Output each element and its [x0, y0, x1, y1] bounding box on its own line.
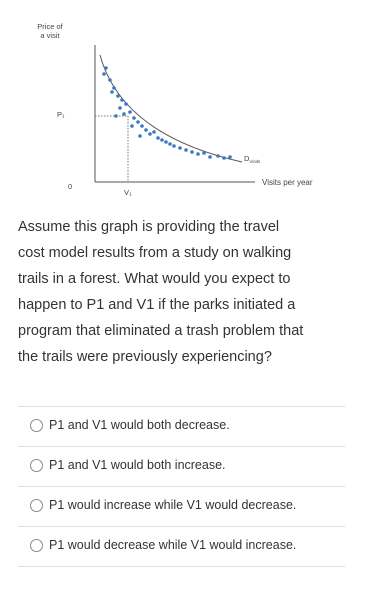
option-text: P1 and V1 would both increase. — [49, 458, 226, 472]
scatter-dot — [108, 78, 112, 82]
scatter-dot — [130, 124, 134, 128]
scatter-dot — [114, 114, 118, 118]
scatter-dot — [120, 98, 124, 102]
scatter-dot — [112, 86, 116, 90]
demand-curve — [99, 54, 243, 163]
scatter-dot — [128, 110, 132, 114]
x-axis-label: Visits per year — [262, 178, 313, 187]
answer-option[interactable]: P1 would decrease while V1 would increas… — [30, 538, 296, 552]
answer-option[interactable]: P1 would increase while V1 would decreas… — [30, 498, 296, 512]
scatter-dot — [116, 94, 120, 98]
question-line: happen to P1 and V1 if the parks initiat… — [18, 297, 296, 313]
radio-button[interactable] — [30, 538, 43, 552]
scatter-dot — [136, 120, 140, 124]
radio-button[interactable] — [30, 498, 43, 512]
demand-label: D — [244, 154, 250, 163]
scatter-dot — [216, 154, 220, 158]
scatter-dot — [104, 66, 108, 70]
separator — [18, 406, 345, 407]
demand-subscript: Visits — [249, 159, 260, 164]
visits-label: V₁ — [124, 188, 132, 197]
scatter-dot — [160, 138, 164, 142]
scatter-dot — [132, 116, 136, 120]
scatter-dot — [168, 142, 172, 146]
separator — [18, 486, 345, 487]
scatter-dot — [222, 156, 226, 160]
radio-button[interactable] — [30, 418, 43, 432]
question-line: cost model results from a study on walki… — [18, 245, 292, 261]
scatter-dot — [228, 155, 232, 159]
scatter-dot — [138, 134, 142, 138]
scatter-dot — [156, 136, 160, 140]
scatter-dot — [140, 124, 144, 128]
question-line: the trails were previously experiencing? — [18, 349, 272, 365]
scatter-dot — [164, 140, 168, 144]
y-axis-label: Price of — [37, 22, 63, 31]
scatter-dot — [148, 132, 152, 136]
scatter-dot — [152, 130, 156, 134]
scatter-dot — [208, 155, 212, 159]
figure: Price of a visit P₁ 0 V₁ DVisits Visits … — [37, 22, 313, 197]
scatter-dot — [118, 106, 122, 110]
question-line: trails in a forest. What would you expec… — [18, 271, 291, 287]
scatter-dot — [110, 90, 114, 94]
separator — [18, 446, 345, 447]
separator — [18, 526, 345, 527]
option-text: P1 and V1 would both decrease. — [49, 418, 230, 432]
answer-option[interactable]: P1 and V1 would both decrease. — [30, 418, 230, 432]
scatter-dot — [184, 148, 188, 152]
scatter-dot — [196, 152, 200, 156]
scatter-dot — [122, 112, 126, 116]
option-text: P1 would decrease while V1 would increas… — [49, 538, 297, 552]
demand-label: DVisits — [244, 154, 261, 164]
radio-button[interactable] — [30, 458, 43, 472]
question-line: Assume this graph is providing the trave… — [18, 219, 280, 235]
scatter-dot — [102, 72, 106, 76]
question-line: program that eliminated a trash problem … — [18, 323, 304, 339]
separator — [18, 566, 345, 567]
price-label: P₁ — [57, 110, 65, 119]
scatter-dot — [202, 151, 206, 155]
scatter-dot — [190, 150, 194, 154]
scatter-dot — [172, 144, 176, 148]
scatter-dot — [178, 146, 182, 150]
scatter-dot — [124, 102, 128, 106]
y-axis-label: a visit — [40, 31, 60, 40]
scatter-dot — [144, 128, 148, 132]
origin-label: 0 — [68, 182, 72, 191]
answer-option[interactable]: P1 and V1 would both increase. — [30, 458, 226, 472]
option-text: P1 would increase while V1 would decreas… — [49, 498, 297, 512]
